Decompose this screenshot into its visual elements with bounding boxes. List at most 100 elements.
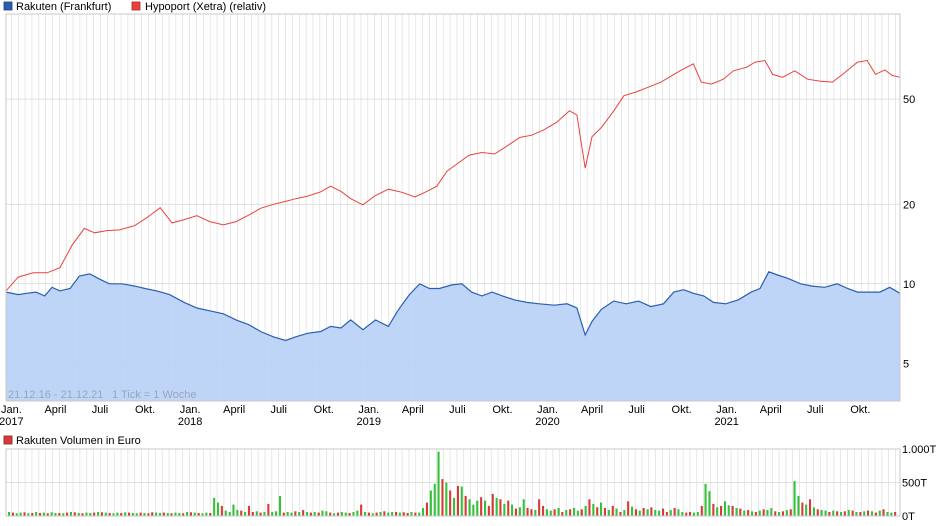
volume-bar bbox=[658, 510, 661, 516]
volume-bar bbox=[244, 512, 247, 516]
legend-label-rakuten: Rakuten (Frankfurt) bbox=[16, 1, 111, 13]
volume-bar bbox=[669, 510, 672, 516]
volume-bar bbox=[344, 512, 347, 516]
volume-bar bbox=[147, 513, 150, 516]
volume-bar bbox=[50, 512, 53, 516]
volume-bar bbox=[642, 508, 645, 516]
x-tick-label: Jan. bbox=[537, 404, 558, 416]
volume-bar bbox=[863, 511, 866, 516]
volume-bar bbox=[870, 511, 873, 516]
x-tick-label: Juli bbox=[449, 404, 466, 416]
y-tick-label: 5 bbox=[903, 358, 909, 370]
volume-bar bbox=[360, 504, 363, 516]
volume-bar bbox=[867, 510, 870, 516]
volume-bar bbox=[476, 500, 479, 516]
x-tick-label: April bbox=[44, 404, 66, 416]
x-tick-label: April bbox=[760, 404, 782, 416]
volume-bar bbox=[348, 513, 351, 516]
volume-bar bbox=[336, 512, 339, 516]
volume-bar bbox=[847, 510, 850, 516]
main-plot-frame bbox=[5, 13, 901, 402]
volume-bar bbox=[170, 513, 173, 516]
volume-bar bbox=[456, 485, 459, 517]
volume-bar bbox=[445, 482, 448, 516]
volume-bar bbox=[576, 510, 579, 516]
volume-bar bbox=[166, 513, 169, 516]
volume-bar bbox=[781, 511, 784, 516]
volume-y-tick-label: 500T bbox=[902, 478, 927, 490]
volume-bar bbox=[549, 510, 552, 516]
volume-bar bbox=[584, 505, 587, 516]
volume-bar bbox=[538, 499, 541, 517]
volume-bar bbox=[321, 510, 324, 516]
y-tick-label: 10 bbox=[903, 279, 915, 291]
volume-bar bbox=[340, 512, 343, 516]
main-series bbox=[5, 59, 901, 401]
volume-bar bbox=[162, 512, 165, 516]
volume-bar bbox=[236, 510, 239, 516]
volume-bar bbox=[302, 510, 305, 516]
volume-bar bbox=[770, 508, 773, 516]
volume-bar bbox=[894, 512, 897, 516]
legend: Rakuten (Frankfurt) Hypoport (Xetra) (re… bbox=[3, 1, 266, 13]
volume-bar bbox=[774, 511, 777, 516]
volume-bar bbox=[174, 512, 177, 516]
x-tick-label: April bbox=[402, 404, 424, 416]
volume-bar bbox=[700, 505, 703, 516]
volume-bar bbox=[116, 512, 119, 516]
volume-bar bbox=[193, 512, 196, 516]
volume-bar bbox=[708, 491, 711, 516]
main-y-axis: 5 10 20 50 bbox=[903, 94, 915, 370]
volume-bar bbox=[278, 495, 281, 516]
volume-bar bbox=[182, 513, 185, 516]
volume-bar bbox=[298, 512, 301, 516]
volume-plot-frame bbox=[5, 448, 901, 517]
volume-bar bbox=[62, 513, 65, 516]
volume-bar bbox=[511, 504, 514, 516]
volume-bar bbox=[178, 513, 181, 516]
volume-bar bbox=[665, 512, 668, 516]
volume-bar bbox=[468, 499, 471, 517]
volume-bar bbox=[495, 497, 498, 516]
x-tick-label: Okt. bbox=[850, 404, 870, 416]
volume-bar bbox=[878, 510, 881, 516]
volume-bar bbox=[499, 499, 502, 517]
volume-bar bbox=[580, 509, 583, 516]
volume-bar bbox=[39, 513, 42, 516]
volume-bar bbox=[391, 512, 394, 516]
volume-bar bbox=[561, 512, 564, 516]
volume-bar bbox=[801, 502, 804, 516]
rakuten-line bbox=[5, 271, 901, 342]
volume-bar bbox=[201, 513, 204, 516]
volume-bar bbox=[557, 508, 560, 516]
volume-bar bbox=[19, 512, 22, 516]
volume-bar bbox=[23, 512, 26, 516]
x-tick-label: Juli bbox=[628, 404, 645, 416]
volume-bar bbox=[158, 513, 161, 516]
volume-bar bbox=[890, 512, 893, 516]
volume-bar bbox=[271, 512, 274, 516]
volume-bar bbox=[696, 512, 699, 516]
volume-bar bbox=[882, 509, 885, 516]
volume-bar bbox=[213, 497, 216, 516]
volume-bar bbox=[275, 511, 278, 516]
volume-bar bbox=[720, 505, 723, 516]
volume-title: Rakuten Volumen in Euro bbox=[16, 435, 141, 447]
volume-bar bbox=[646, 509, 649, 516]
tick-info-label: 1 Tick = 1 Woche bbox=[112, 389, 196, 401]
volume-bar bbox=[240, 510, 243, 516]
volume-bar bbox=[851, 510, 854, 516]
volume-bar bbox=[329, 512, 332, 516]
volume-bar bbox=[309, 512, 312, 516]
volume-bar bbox=[139, 512, 142, 516]
x-tick-label: Juli bbox=[270, 404, 287, 416]
volume-bar bbox=[747, 510, 750, 516]
volume-bar bbox=[294, 511, 297, 516]
volume-bar bbox=[104, 512, 107, 516]
volume-bar bbox=[31, 513, 34, 516]
volume-bar bbox=[619, 512, 622, 516]
volume-bar bbox=[85, 512, 88, 516]
volume-bar bbox=[731, 505, 734, 516]
period-label: 21.12.16 - 21.12.21 bbox=[8, 389, 103, 401]
